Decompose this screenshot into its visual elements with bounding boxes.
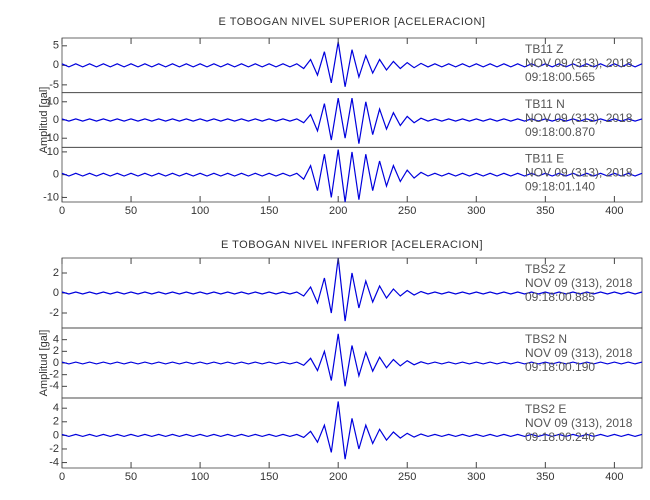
waveform xyxy=(61,401,643,460)
date-label: NOV 09 (313), 2018 xyxy=(525,276,633,290)
x-tick-label: 50 xyxy=(125,471,137,483)
x-tick-label: 100 xyxy=(191,205,209,217)
waveform xyxy=(61,41,643,87)
y-tick-label: -2 xyxy=(49,369,59,381)
y-tick-label: -4 xyxy=(49,456,59,468)
y-tick-label: 4 xyxy=(53,334,59,346)
waveform xyxy=(61,257,643,322)
x-tick-label: 150 xyxy=(260,471,278,483)
y-tick-label: 4 xyxy=(53,402,59,414)
waveform xyxy=(61,333,643,387)
date-label: NOV 09 (313), 2018 xyxy=(525,166,633,180)
panel-title: E TOBOGAN NIVEL INFERIOR [ACELERACION] xyxy=(221,239,483,251)
x-tick-label: 300 xyxy=(467,205,485,217)
station-label: TB11 Z xyxy=(525,42,563,56)
x-tick-label: 0 xyxy=(59,205,65,217)
station-label: TBS2 E xyxy=(525,402,566,416)
y-tick-label: -5 xyxy=(49,79,59,91)
station-label: TBS2 N xyxy=(525,332,567,346)
y-axis-label: Amplitud [gal] xyxy=(38,330,50,397)
trace-frame xyxy=(61,397,643,469)
y-tick-label: 10 xyxy=(47,96,59,108)
y-axis-label: Amplitud [gal] xyxy=(38,87,50,154)
x-tick-label: 350 xyxy=(536,205,554,217)
date-label: NOV 09 (313), 2018 xyxy=(525,56,633,70)
time-label: 09:18:00.870 xyxy=(525,125,595,139)
x-tick-label: 150 xyxy=(260,205,278,217)
x-tick-label: 250 xyxy=(398,471,416,483)
x-tick-label: 250 xyxy=(398,205,416,217)
y-tick-label: -4 xyxy=(49,380,59,392)
y-tick-label: 0 xyxy=(53,357,59,369)
time-label: 09:18:01.140 xyxy=(525,180,595,194)
time-label: 09:18:00.190 xyxy=(525,360,595,374)
y-tick-label: 2 xyxy=(53,416,59,428)
y-tick-label: 0 xyxy=(53,59,59,71)
station-label: TB11 E xyxy=(525,152,564,166)
x-tick-label: 0 xyxy=(59,471,65,483)
x-tick-label: 400 xyxy=(605,205,623,217)
date-label: NOV 09 (313), 2018 xyxy=(525,346,633,360)
y-tick-label: 0 xyxy=(53,287,59,299)
x-tick-label: 400 xyxy=(605,471,623,483)
y-tick-label: -2 xyxy=(49,307,59,319)
station-label: TBS2 Z xyxy=(525,262,566,276)
y-tick-label: 0 xyxy=(53,429,59,441)
time-label: 09:18:00.885 xyxy=(525,290,595,304)
time-label: 09:18:00.240 xyxy=(525,430,595,444)
y-tick-label: 5 xyxy=(53,40,59,52)
y-tick-label: 0 xyxy=(53,169,59,181)
y-tick-label: 10 xyxy=(47,146,59,158)
station-label: TB11 N xyxy=(525,97,565,111)
x-tick-label: 200 xyxy=(329,471,347,483)
y-tick-label: -10 xyxy=(43,132,59,144)
date-label: NOV 09 (313), 2018 xyxy=(525,416,633,430)
y-tick-label: 2 xyxy=(53,267,59,279)
x-tick-label: 300 xyxy=(467,471,485,483)
time-label: 09:18:00.565 xyxy=(525,70,595,84)
y-tick-label: 2 xyxy=(53,345,59,357)
waveform xyxy=(61,97,643,144)
date-label: NOV 09 (313), 2018 xyxy=(525,111,633,125)
x-tick-label: 50 xyxy=(125,205,137,217)
y-tick-label: -2 xyxy=(49,443,59,455)
y-tick-label: -10 xyxy=(43,191,59,203)
x-tick-label: 100 xyxy=(191,471,209,483)
y-tick-label: 0 xyxy=(53,114,59,126)
x-tick-label: 200 xyxy=(329,205,347,217)
x-tick-label: 350 xyxy=(536,471,554,483)
waveform xyxy=(61,149,643,203)
panel-title: E TOBOGAN NIVEL SUPERIOR [ACELERACION] xyxy=(219,16,486,28)
